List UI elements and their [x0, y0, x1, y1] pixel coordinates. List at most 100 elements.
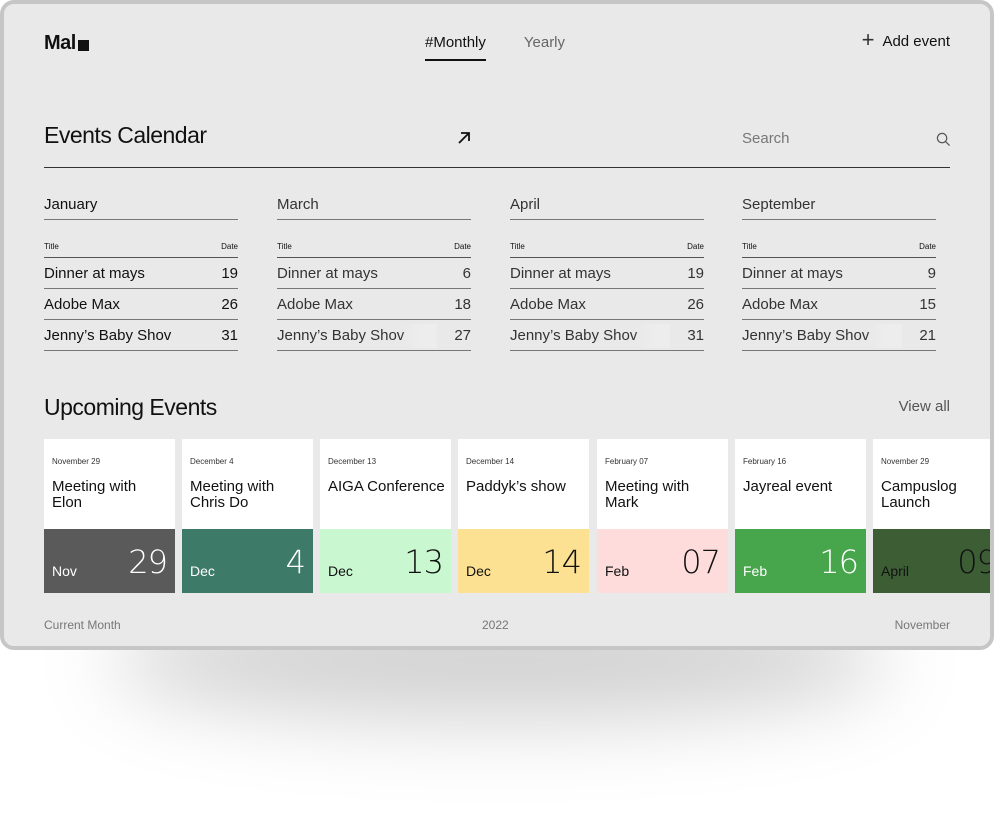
table-row[interactable]: Dinner at mays 6	[277, 258, 471, 289]
tab-yearly[interactable]: Yearly	[523, 34, 566, 51]
event-date: 19	[221, 264, 238, 282]
event-card[interactable]: November 29 Meeting with Elon Nov 29	[44, 439, 175, 593]
event-card[interactable]: December 13 AIGA Conference Dec 13	[320, 439, 451, 593]
event-date: 15	[919, 295, 936, 313]
event-card[interactable]: February 07 Meeting with Mark Feb 07	[597, 439, 728, 593]
logo-square-icon	[77, 39, 89, 51]
table-row[interactable]: Adobe Max 26	[44, 289, 238, 320]
view-all-link[interactable]: View all	[898, 398, 950, 415]
card-day: 14	[542, 543, 582, 581]
search-input[interactable]: Search	[742, 130, 790, 147]
table-row[interactable]: Jenny’s Baby Shov 31	[510, 320, 704, 351]
arrow-up-right-icon[interactable]	[456, 130, 472, 146]
card-day: 13	[404, 543, 444, 581]
month-table-january: January Title Date Dinner at mays 19 Ado…	[44, 196, 238, 351]
text-fade	[401, 324, 437, 348]
table-row[interactable]: Adobe Max 18	[277, 289, 471, 320]
card-day: 16	[819, 543, 859, 581]
view-tabs: #Monthly Yearly	[425, 34, 565, 61]
add-event-label: Add event	[882, 33, 950, 50]
table-row[interactable]: Jenny’s Baby Shov 27	[277, 320, 471, 351]
card-month: April	[881, 563, 910, 579]
app-window: Mal #Monthly Yearly + Add event Events C…	[0, 0, 994, 650]
table-header: Title Date	[44, 242, 238, 258]
event-title: Adobe Max	[44, 295, 120, 313]
event-card[interactable]: December 4 Meeting with Chris Do Dec 4	[182, 439, 313, 593]
month-table-march: March Title Date Dinner at mays 6 Adobe …	[277, 196, 471, 351]
search-icon[interactable]	[936, 132, 951, 147]
table-row[interactable]: Dinner at mays 19	[44, 258, 238, 289]
table-row[interactable]: Jenny’s Baby Shov 31	[44, 320, 238, 351]
card-day: 09	[957, 543, 994, 581]
card-day: 29	[128, 543, 168, 581]
col-title: Title	[742, 242, 757, 251]
col-date: Date	[221, 242, 238, 251]
col-date: Date	[454, 242, 471, 251]
col-title: Title	[44, 242, 59, 251]
event-title: Jenny’s Baby Shov	[44, 326, 172, 344]
event-title: Jenny’s Baby Shov	[277, 326, 405, 344]
event-card[interactable]: November 29 Campuslog Launch April 09	[873, 439, 994, 593]
card-title: Jayreal event	[743, 478, 833, 495]
event-date: 31	[221, 326, 238, 344]
add-event-button[interactable]: + Add event	[862, 29, 950, 51]
event-card[interactable]: December 14 Paddyk’s show Dec 14	[458, 439, 589, 593]
card-date: December 13	[328, 457, 377, 466]
table-row[interactable]: Jenny’s Baby Shov 21	[742, 320, 936, 351]
card-date: December 14	[466, 457, 515, 466]
card-month: Feb	[605, 563, 630, 579]
event-title: Dinner at mays	[44, 264, 145, 282]
event-title: Jenny’s Baby Shov	[510, 326, 638, 344]
card-date: February 07	[605, 457, 649, 466]
event-date: 9	[927, 264, 936, 282]
table-row[interactable]: Dinner at mays 19	[510, 258, 704, 289]
event-title: Adobe Max	[510, 295, 586, 313]
card-date-block: Nov 29	[44, 529, 175, 593]
footer-month: November	[894, 618, 950, 632]
card-title: Meeting with Chris Do	[190, 478, 275, 511]
page-title: Events Calendar	[44, 122, 207, 148]
table-row[interactable]: Adobe Max 15	[742, 289, 936, 320]
card-month: Nov	[52, 563, 77, 579]
upcoming-cards: November 29 Meeting with Elon Nov 29 Dec…	[44, 439, 994, 595]
card-date-block: Feb 07	[597, 529, 728, 593]
text-fade	[634, 324, 670, 348]
footer-year: 2022	[482, 618, 509, 632]
text-fade	[866, 324, 902, 348]
header-divider	[44, 167, 950, 168]
month-name: January	[44, 196, 238, 220]
col-title: Title	[277, 242, 292, 251]
table-row[interactable]: Adobe Max 26	[510, 289, 704, 320]
card-month: Dec	[190, 563, 215, 579]
table-header: Title Date	[742, 242, 936, 258]
logo[interactable]: Mal	[44, 32, 89, 55]
section-title-upcoming: Upcoming Events	[44, 394, 217, 420]
footer-current-month: Current Month	[44, 618, 121, 632]
table-header: Title Date	[510, 242, 704, 258]
month-name: September	[742, 196, 936, 220]
card-month: Dec	[328, 563, 353, 579]
logo-text: Mal	[44, 32, 76, 54]
card-date-block: Feb 16	[735, 529, 866, 593]
col-title: Title	[510, 242, 525, 251]
event-title: Adobe Max	[742, 295, 818, 313]
col-date: Date	[919, 242, 936, 251]
event-date: 26	[221, 295, 238, 313]
month-name: March	[277, 196, 471, 220]
card-title: Campuslog Launch	[881, 478, 957, 511]
event-title: Dinner at mays	[277, 264, 378, 282]
card-date: November 29	[52, 457, 101, 466]
tab-monthly[interactable]: #Monthly	[425, 34, 486, 61]
event-card[interactable]: February 16 Jayreal event Feb 16	[735, 439, 866, 593]
card-date-block: Dec 14	[458, 529, 589, 593]
month-table-september: September Title Date Dinner at mays 9 Ad…	[742, 196, 936, 351]
event-date: 26	[687, 295, 704, 313]
card-title: Meeting with Elon	[52, 478, 137, 511]
table-row[interactable]: Dinner at mays 9	[742, 258, 936, 289]
event-date: 19	[687, 264, 704, 282]
col-date: Date	[687, 242, 704, 251]
event-date: 21	[919, 326, 936, 344]
card-title: AIGA Conference	[328, 478, 445, 495]
card-date-block: April 09	[873, 529, 994, 593]
card-date: December 4	[190, 457, 234, 466]
